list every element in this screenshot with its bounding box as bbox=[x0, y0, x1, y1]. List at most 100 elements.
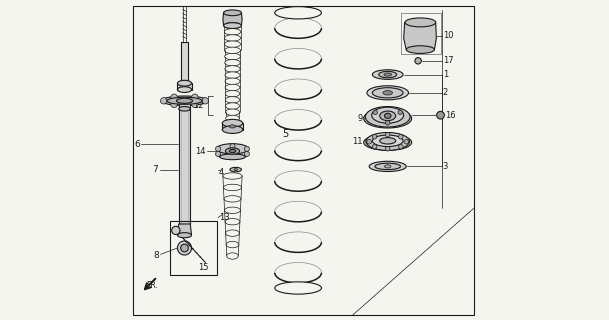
Ellipse shape bbox=[224, 196, 241, 202]
Circle shape bbox=[385, 121, 390, 125]
Ellipse shape bbox=[224, 28, 241, 35]
Polygon shape bbox=[404, 22, 436, 50]
Ellipse shape bbox=[225, 72, 240, 78]
Ellipse shape bbox=[371, 107, 404, 123]
Text: 17: 17 bbox=[443, 56, 453, 65]
Ellipse shape bbox=[177, 241, 192, 255]
Ellipse shape bbox=[225, 47, 241, 53]
Text: 5: 5 bbox=[282, 129, 288, 140]
Ellipse shape bbox=[225, 66, 240, 72]
Text: 10: 10 bbox=[443, 31, 453, 40]
Text: 7: 7 bbox=[152, 165, 158, 174]
Ellipse shape bbox=[177, 98, 192, 103]
Circle shape bbox=[415, 58, 421, 64]
Ellipse shape bbox=[225, 109, 239, 116]
Ellipse shape bbox=[365, 107, 410, 127]
Ellipse shape bbox=[225, 219, 240, 225]
Circle shape bbox=[385, 147, 390, 151]
Polygon shape bbox=[178, 109, 190, 224]
Ellipse shape bbox=[230, 149, 236, 153]
Ellipse shape bbox=[224, 23, 241, 28]
Text: 14: 14 bbox=[195, 147, 205, 156]
Ellipse shape bbox=[275, 7, 322, 19]
Ellipse shape bbox=[405, 18, 435, 27]
Ellipse shape bbox=[366, 132, 409, 150]
Circle shape bbox=[437, 111, 445, 119]
Ellipse shape bbox=[177, 87, 192, 92]
Ellipse shape bbox=[369, 161, 406, 172]
Ellipse shape bbox=[384, 73, 392, 76]
Circle shape bbox=[385, 132, 390, 137]
Ellipse shape bbox=[222, 126, 243, 133]
Circle shape bbox=[244, 151, 250, 156]
Ellipse shape bbox=[225, 207, 241, 213]
Circle shape bbox=[171, 101, 177, 108]
Circle shape bbox=[192, 101, 198, 108]
Ellipse shape bbox=[225, 53, 241, 60]
Circle shape bbox=[172, 226, 180, 235]
Text: 9: 9 bbox=[358, 114, 363, 123]
Ellipse shape bbox=[379, 138, 396, 144]
Text: 3: 3 bbox=[443, 162, 448, 171]
Ellipse shape bbox=[225, 103, 239, 109]
Ellipse shape bbox=[225, 78, 240, 84]
Ellipse shape bbox=[167, 97, 202, 104]
Ellipse shape bbox=[379, 71, 396, 78]
Circle shape bbox=[404, 140, 409, 144]
Ellipse shape bbox=[227, 253, 238, 259]
Circle shape bbox=[372, 134, 377, 139]
Ellipse shape bbox=[225, 60, 240, 66]
Polygon shape bbox=[181, 42, 188, 80]
Ellipse shape bbox=[226, 241, 239, 248]
Circle shape bbox=[367, 140, 371, 144]
Text: 8: 8 bbox=[153, 251, 159, 260]
Circle shape bbox=[373, 110, 378, 115]
Circle shape bbox=[230, 144, 235, 149]
Circle shape bbox=[202, 98, 208, 104]
Ellipse shape bbox=[230, 167, 241, 172]
Ellipse shape bbox=[372, 135, 403, 147]
Ellipse shape bbox=[225, 91, 240, 97]
Ellipse shape bbox=[364, 109, 412, 128]
Ellipse shape bbox=[177, 80, 192, 86]
Circle shape bbox=[192, 94, 198, 100]
Ellipse shape bbox=[224, 10, 241, 16]
Ellipse shape bbox=[234, 169, 238, 171]
Ellipse shape bbox=[225, 148, 239, 154]
Ellipse shape bbox=[384, 165, 391, 168]
Ellipse shape bbox=[225, 97, 240, 103]
Ellipse shape bbox=[375, 163, 401, 170]
Text: 16: 16 bbox=[445, 111, 456, 120]
Circle shape bbox=[161, 98, 167, 104]
Bar bbox=[401, 13, 441, 54]
Ellipse shape bbox=[372, 70, 403, 79]
Circle shape bbox=[398, 134, 403, 139]
Text: 15: 15 bbox=[199, 263, 209, 272]
Polygon shape bbox=[177, 224, 192, 235]
Ellipse shape bbox=[372, 88, 403, 98]
Text: 1: 1 bbox=[443, 70, 448, 79]
Polygon shape bbox=[223, 13, 242, 26]
Circle shape bbox=[171, 94, 177, 100]
Circle shape bbox=[216, 146, 220, 151]
Ellipse shape bbox=[220, 154, 245, 160]
Ellipse shape bbox=[225, 84, 240, 91]
Ellipse shape bbox=[222, 119, 243, 127]
Polygon shape bbox=[178, 101, 190, 109]
Bar bbox=[170, 221, 217, 275]
Ellipse shape bbox=[224, 184, 242, 191]
Ellipse shape bbox=[364, 134, 412, 150]
Ellipse shape bbox=[223, 173, 242, 179]
Ellipse shape bbox=[383, 91, 392, 95]
Ellipse shape bbox=[367, 86, 409, 100]
Ellipse shape bbox=[225, 41, 241, 47]
Ellipse shape bbox=[161, 96, 208, 106]
Ellipse shape bbox=[379, 111, 396, 121]
Ellipse shape bbox=[217, 148, 248, 159]
Text: 13: 13 bbox=[219, 213, 230, 222]
Circle shape bbox=[244, 146, 250, 151]
Ellipse shape bbox=[406, 46, 434, 53]
Ellipse shape bbox=[177, 233, 192, 238]
Ellipse shape bbox=[217, 144, 248, 154]
Ellipse shape bbox=[230, 125, 236, 128]
